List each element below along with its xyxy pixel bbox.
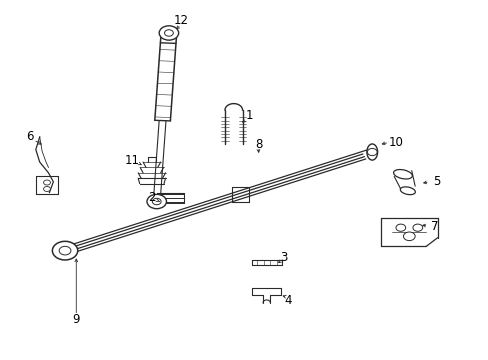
Circle shape: [152, 198, 161, 205]
Circle shape: [366, 148, 376, 156]
Circle shape: [403, 232, 414, 240]
Text: 6: 6: [26, 130, 34, 144]
Text: 3: 3: [279, 251, 286, 264]
Circle shape: [147, 194, 166, 209]
Text: 11: 11: [124, 154, 140, 167]
Circle shape: [395, 224, 405, 231]
Text: 4: 4: [284, 294, 291, 307]
Circle shape: [43, 186, 50, 192]
Ellipse shape: [366, 144, 377, 160]
Circle shape: [159, 26, 178, 40]
Text: 8: 8: [255, 138, 262, 150]
Circle shape: [52, 241, 78, 260]
Text: 10: 10: [387, 136, 402, 149]
Text: 9: 9: [72, 313, 80, 327]
Circle shape: [164, 30, 173, 36]
Text: 5: 5: [432, 175, 440, 188]
Text: 2: 2: [148, 192, 155, 204]
Ellipse shape: [393, 170, 411, 179]
Text: 1: 1: [245, 109, 253, 122]
Ellipse shape: [400, 187, 414, 195]
Circle shape: [412, 224, 422, 231]
Text: 7: 7: [430, 220, 438, 233]
Circle shape: [43, 180, 50, 185]
Text: 12: 12: [173, 14, 188, 27]
Circle shape: [59, 246, 71, 255]
